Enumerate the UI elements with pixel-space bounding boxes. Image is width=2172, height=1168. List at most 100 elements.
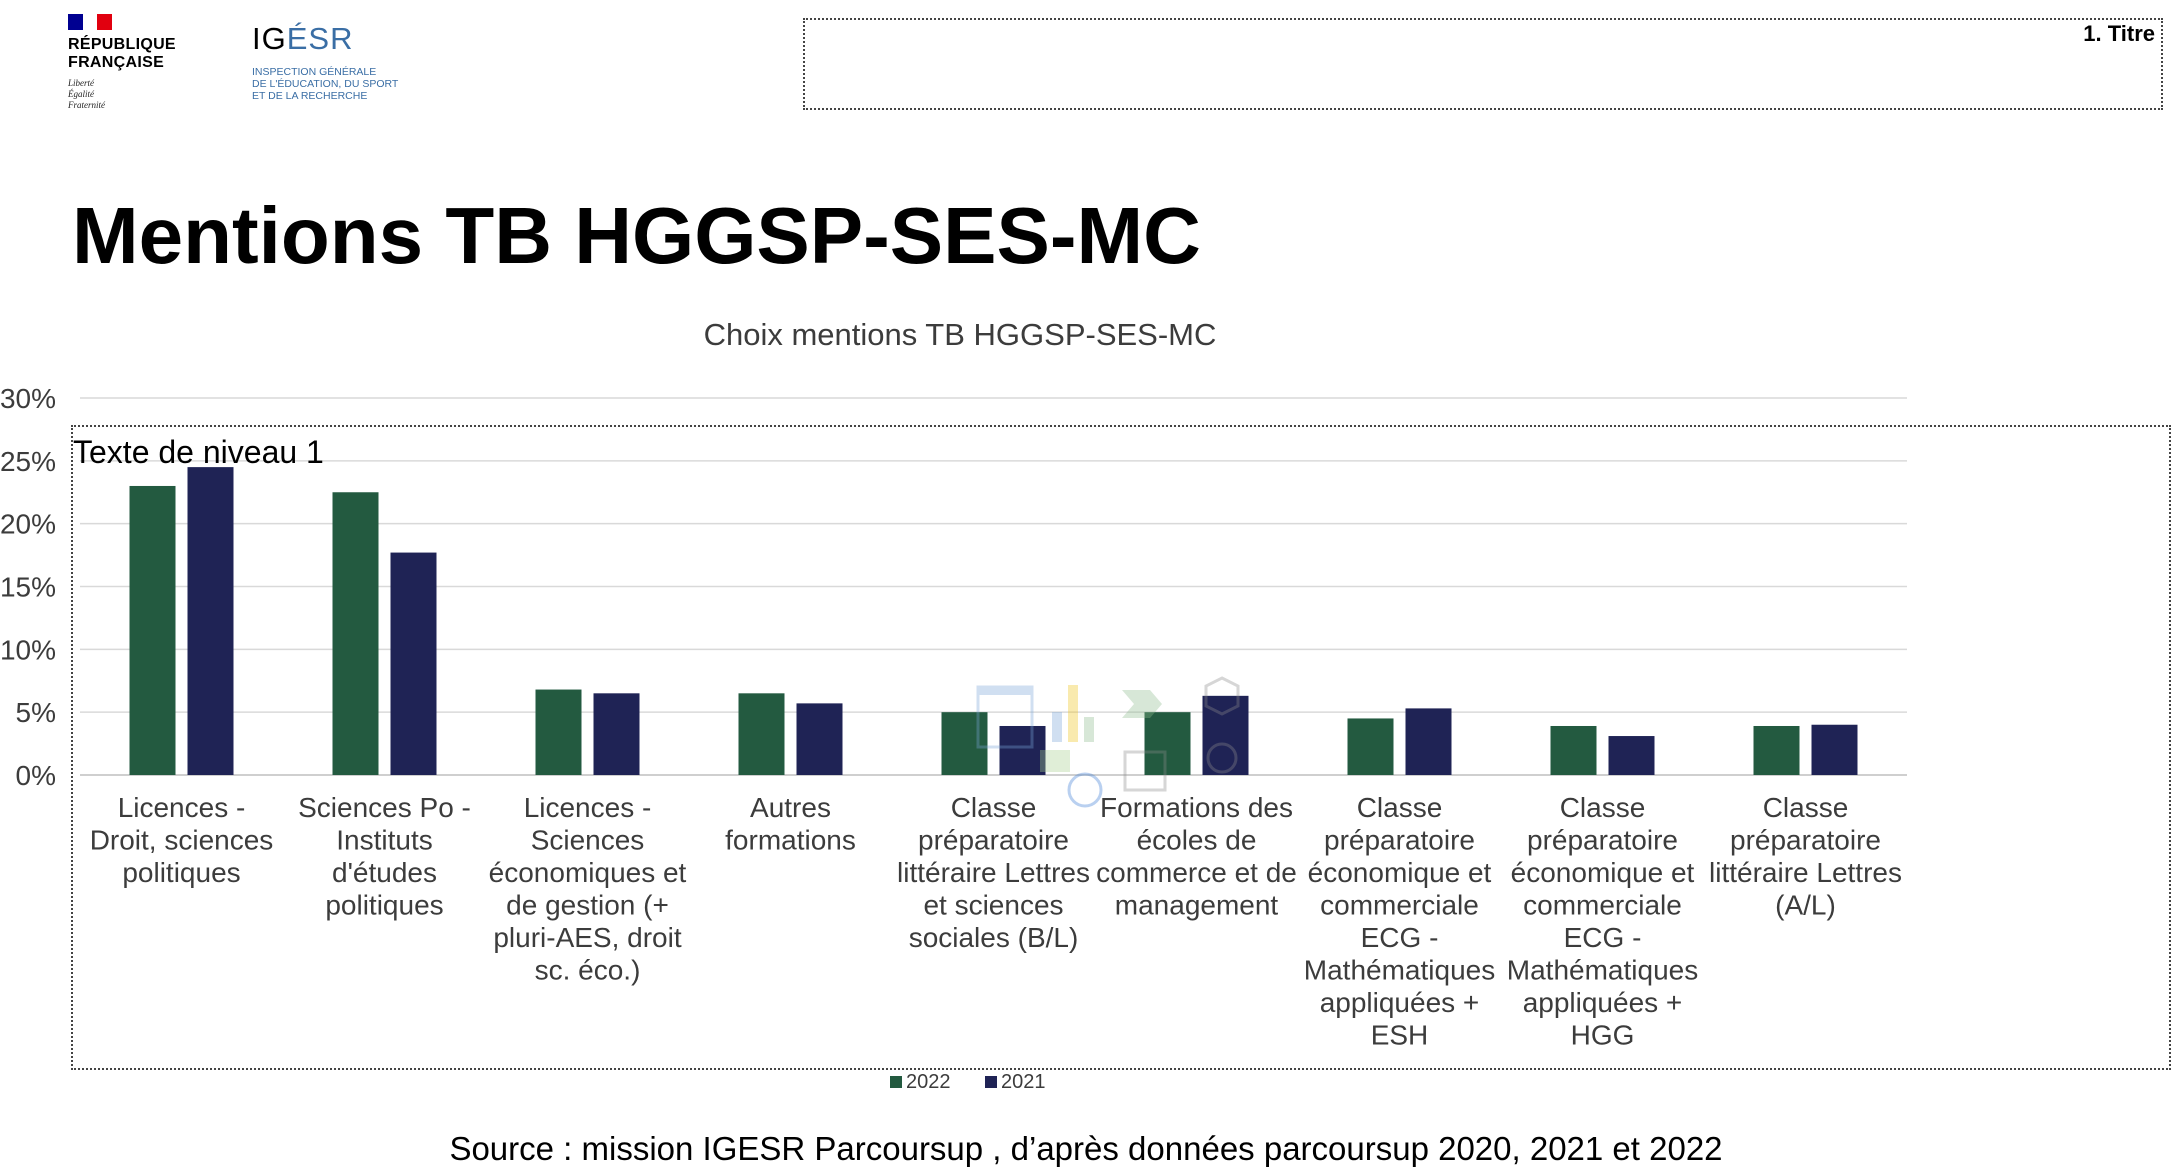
- igesr-logo-name: IGÉSR: [252, 21, 354, 56]
- y-tick-label: 20%: [0, 509, 56, 540]
- bar-2022: [129, 485, 176, 775]
- legend-label-2021: 2021: [1001, 1071, 1046, 1093]
- rf-name-line: RÉPUBLIQUE: [68, 36, 176, 53]
- x-category-line: ECG -: [1361, 922, 1439, 953]
- x-category-line: commerce et de: [1096, 857, 1297, 888]
- x-category-label: Classe préparatoire économique et commercia…: [1304, 792, 1495, 1051]
- x-category-line: management: [1115, 890, 1279, 921]
- rf-logo-name: RÉPUBLIQUE FRANÇAISE: [68, 36, 178, 72]
- chart-title: Choix mentions TB HGGSP-SES-MC: [704, 320, 1217, 352]
- smartart-decor: [976, 676, 1240, 808]
- rf-logo-motto: Liberté Égalité Fraternité: [68, 78, 178, 111]
- y-tick-label: 5%: [16, 697, 56, 728]
- x-category-line: commerciale: [1523, 890, 1682, 921]
- bar-2022: [332, 492, 379, 775]
- y-tick-label: 15%: [0, 572, 56, 603]
- x-category-line: écoles de: [1137, 825, 1257, 856]
- bar-2021: [796, 703, 843, 775]
- x-category-line: Classe: [1763, 792, 1849, 823]
- x-category-line: économique et: [1308, 857, 1492, 888]
- rf-motto-line: Égalité: [68, 89, 94, 99]
- bar-2021: [390, 552, 437, 775]
- chart-legend: 2022 2021: [890, 1071, 1046, 1093]
- title-placeholder-box[interactable]: 1. Titre: [803, 18, 2163, 110]
- bar-2022: [738, 693, 785, 775]
- republique-francaise-logo: RÉPUBLIQUE FRANÇAISE Liberté Égalité Fra…: [68, 14, 178, 111]
- x-category-line: Formations des: [1100, 792, 1293, 823]
- x-category-line: sc. éco.): [535, 955, 641, 986]
- x-category-line: préparatoire: [918, 825, 1069, 856]
- french-flag-icon: [68, 14, 113, 30]
- globe-icon: [1067, 772, 1103, 808]
- bar-2022: [1753, 725, 1800, 775]
- bar-2021: [1405, 708, 1452, 775]
- x-category-line: pluri-AES, droit: [493, 922, 682, 953]
- x-category-label: Autres formations: [725, 792, 856, 856]
- bar-chart-icon: [1068, 685, 1078, 742]
- bar-2022: [535, 689, 582, 775]
- x-category-line: Licences -: [118, 792, 246, 823]
- legend-label-2022: 2022: [906, 1071, 951, 1093]
- arrow-icon: [1122, 690, 1162, 718]
- bar-2021: [1811, 724, 1858, 775]
- x-category-line: littéraire Lettres: [1709, 857, 1902, 888]
- x-category-line: Mathématiques: [1304, 955, 1495, 986]
- x-category-line: Classe: [951, 792, 1037, 823]
- body-placeholder-box[interactable]: Texte de niveau 1: [71, 425, 2171, 1070]
- bar-2021: [1608, 736, 1655, 775]
- bar-chart: 0% 5% 10% 15% 20% 25% 30% Licences -Droit, sci…: [0, 320, 2172, 1100]
- x-category-line: préparatoire: [1730, 825, 1881, 856]
- x-category-line: économiques et: [489, 857, 687, 888]
- x-category-label: Sciences Po -Instituts d'études politiques: [298, 792, 471, 921]
- legend-swatch-2021: [985, 1076, 997, 1088]
- hexagon-icon: [1204, 676, 1240, 716]
- source-note: Source : mission IGESR Parcoursup , d’ap…: [449, 1130, 1723, 1167]
- x-category-line: Licences -: [524, 792, 652, 823]
- igesr-subtitle-line: INSPECTION GÉNÉRALE: [252, 66, 377, 78]
- x-category-line: Mathématiques: [1507, 955, 1698, 986]
- bar-2021: [999, 725, 1046, 775]
- bar-2021: [187, 467, 234, 775]
- igesr-logo: IGÉSR INSPECTION GÉNÉRALE DE L'ÉDUCATION…: [252, 21, 422, 103]
- x-category-line: sociales (B/L): [909, 922, 1079, 953]
- x-category-label: Classe préparatoire littéraire Lettres (A/L…: [1709, 792, 1902, 921]
- bar-chart-icon: [1084, 717, 1094, 742]
- x-category-line: et sciences: [923, 890, 1063, 921]
- gridlines: [80, 397, 1907, 776]
- x-category-line: d'études: [332, 857, 437, 888]
- x-category-line: littéraire Lettres: [897, 857, 1090, 888]
- body-placeholder-text: Texte de niveau 1: [73, 434, 324, 470]
- bar-chart-svg: 0%5%10%15%20%25%30% Licences -Droit, sci…: [0, 320, 1907, 1093]
- x-category-line: commerciale: [1320, 890, 1479, 921]
- x-category-label: Licences -Sciences économiques et de gesti…: [489, 792, 687, 986]
- x-category-line: politiques: [122, 857, 240, 888]
- x-category-line: Instituts: [336, 825, 432, 856]
- x-category-label: Classe préparatoire économique et commercia…: [1507, 792, 1698, 1051]
- bar-2021: [1202, 695, 1249, 775]
- circle-icon: [1206, 742, 1238, 774]
- rf-motto-line: Liberté: [68, 78, 94, 88]
- title-placeholder-text: 1. Titre: [2083, 21, 2155, 46]
- igesr-subtitle-line: ET DE LA RECHERCHE: [252, 90, 368, 102]
- legend-swatch-2022: [890, 1076, 902, 1088]
- page-title: Mentions TB HGGSP-SES-MC: [72, 191, 1201, 280]
- x-category-line: Classe: [1357, 792, 1443, 823]
- y-tick-label: 30%: [0, 383, 56, 414]
- x-category-line: Droit, sciences: [90, 825, 274, 856]
- x-category-line: Sciences Po -: [298, 792, 471, 823]
- x-category-line: économique et: [1511, 857, 1695, 888]
- bars: [129, 467, 1858, 775]
- bar-2022: [1550, 725, 1597, 775]
- x-category-line: ESH: [1371, 1020, 1429, 1051]
- x-category-line: appliquées +: [1523, 987, 1683, 1018]
- y-tick-label: 10%: [0, 634, 56, 665]
- x-category-line: Classe: [1560, 792, 1646, 823]
- x-category-line: Autres: [750, 792, 831, 823]
- rf-motto-line: Fraternité: [68, 100, 105, 110]
- x-category-line: de gestion (+: [506, 890, 669, 921]
- bar-2022: [1347, 718, 1394, 775]
- igesr-subtitle-line: DE L'ÉDUCATION, DU SPORT: [252, 78, 399, 90]
- bar-chart-icon: [1052, 712, 1062, 742]
- x-category-line: HGG: [1571, 1020, 1635, 1051]
- bar-2021: [593, 693, 640, 775]
